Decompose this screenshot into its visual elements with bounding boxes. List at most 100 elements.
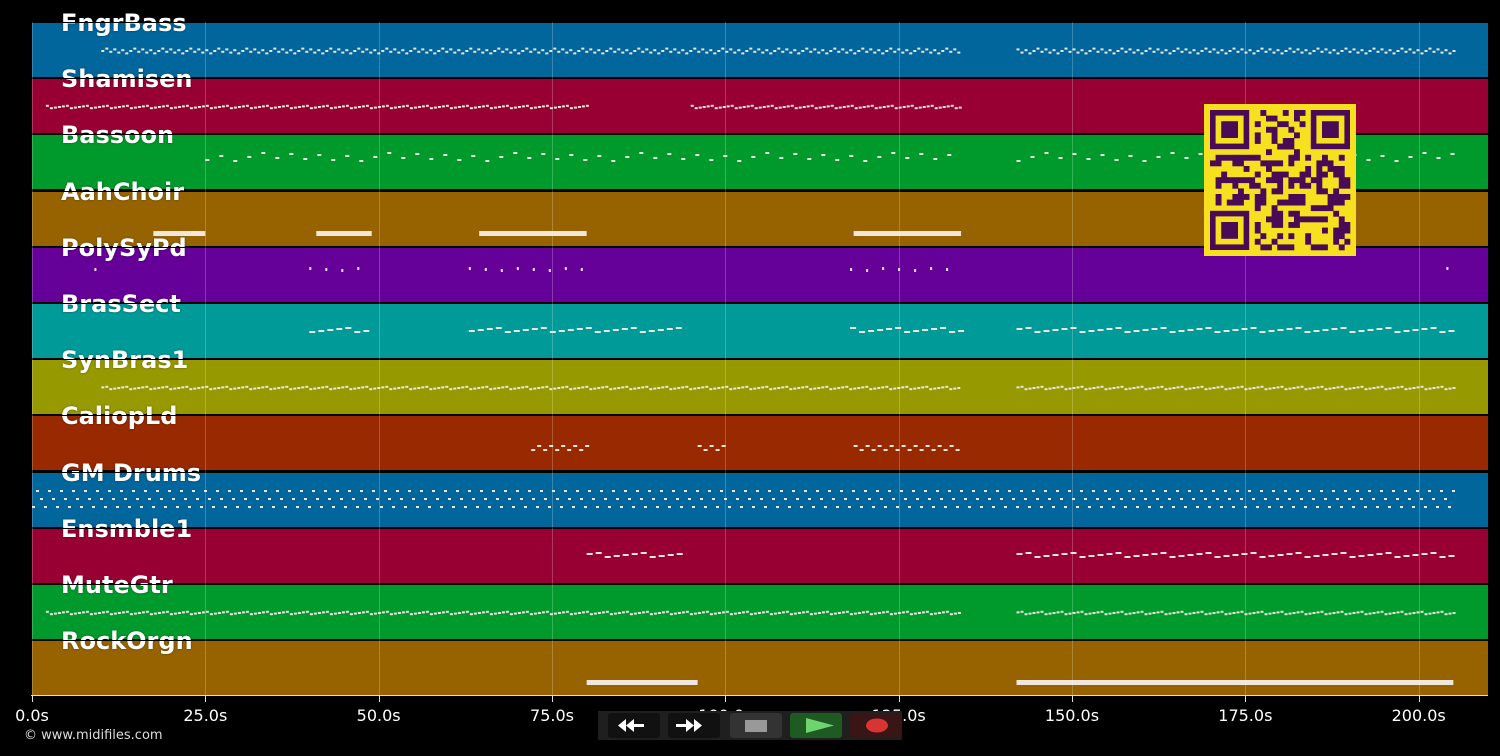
lane-separator bbox=[32, 640, 1488, 642]
lane-separator bbox=[32, 696, 1488, 698]
note-segment bbox=[697, 445, 726, 452]
note-segment bbox=[479, 230, 587, 236]
note-segment bbox=[94, 267, 97, 271]
note-segment bbox=[205, 152, 952, 163]
track-lane bbox=[32, 416, 1488, 471]
time-gridline bbox=[1418, 22, 1420, 696]
time-tick-label: 75.0s bbox=[530, 706, 574, 725]
lane-separator bbox=[32, 527, 1488, 529]
lane-separator bbox=[32, 471, 1488, 473]
note-segment bbox=[101, 47, 961, 55]
track-name-label: MuteGtr bbox=[61, 571, 173, 599]
note-segment bbox=[1016, 680, 1454, 686]
note-segment bbox=[468, 266, 583, 272]
lane-separator bbox=[32, 134, 1488, 136]
record-button[interactable] bbox=[850, 713, 902, 738]
track-notes bbox=[586, 680, 1454, 686]
qr-code-graphic bbox=[1210, 110, 1351, 251]
track-name-label: Shamisen bbox=[61, 65, 193, 94]
lane-separator bbox=[32, 303, 1488, 304]
rewind-button[interactable] bbox=[608, 713, 660, 738]
play-icon bbox=[806, 718, 834, 733]
note-segment bbox=[850, 266, 949, 272]
time-tick-label: 0.0s bbox=[15, 706, 49, 725]
lane-separator bbox=[32, 190, 1488, 192]
track-lane bbox=[32, 247, 1488, 302]
track-notes bbox=[101, 385, 1456, 391]
track-notes bbox=[32, 489, 1455, 508]
track-notes bbox=[45, 104, 962, 110]
play-button[interactable] bbox=[790, 713, 842, 738]
time-tick bbox=[1245, 696, 1247, 702]
track-name-label: SynBras1 bbox=[61, 346, 189, 375]
note-segment bbox=[850, 327, 965, 333]
note-segment bbox=[853, 230, 962, 236]
lane-separator bbox=[32, 584, 1488, 585]
track-lane bbox=[32, 304, 1488, 358]
track-name-label: RockOrgn bbox=[61, 627, 193, 656]
track-lane bbox=[32, 528, 1488, 583]
time-tick bbox=[378, 696, 380, 702]
note-segment bbox=[1016, 385, 1456, 391]
fast-forward-button[interactable] bbox=[668, 713, 720, 738]
time-axis-line bbox=[31, 695, 1488, 696]
track-notes bbox=[153, 230, 962, 236]
lane-separator bbox=[32, 78, 1488, 80]
note-segment bbox=[45, 104, 589, 110]
note-segment bbox=[153, 230, 206, 236]
lane-separator bbox=[32, 415, 1488, 417]
note-segment bbox=[316, 230, 372, 236]
note-segment bbox=[1016, 551, 1455, 558]
time-tick-label: 25.0s bbox=[183, 706, 228, 725]
lane-separator bbox=[32, 22, 1488, 23]
note-segment bbox=[586, 680, 698, 686]
transport-controls bbox=[598, 711, 902, 740]
track-lane bbox=[32, 641, 1488, 696]
stop-icon bbox=[745, 720, 767, 732]
time-gridline bbox=[552, 22, 553, 696]
time-gridline bbox=[205, 22, 207, 696]
note-segment bbox=[1016, 47, 1456, 55]
copyright-text: © www.midifiles.com bbox=[24, 728, 163, 743]
record-icon bbox=[866, 718, 888, 733]
time-gridline bbox=[898, 22, 900, 696]
time-gridline bbox=[32, 22, 33, 696]
time-tick-label: 50.0s bbox=[356, 706, 401, 725]
note-segment bbox=[586, 551, 683, 558]
track-name-label: AahChoir bbox=[61, 177, 185, 206]
time-gridline bbox=[1245, 22, 1247, 696]
track-name-label: Ensmble1 bbox=[61, 514, 193, 543]
stop-button[interactable] bbox=[730, 713, 782, 738]
time-tick bbox=[898, 696, 900, 702]
track-notes bbox=[101, 47, 1456, 55]
time-gridline bbox=[725, 22, 727, 696]
note-segment bbox=[853, 445, 960, 452]
lane-separator bbox=[32, 359, 1488, 361]
time-tick-label: 200.0s bbox=[1391, 706, 1446, 725]
time-tick bbox=[552, 696, 553, 702]
note-segment bbox=[468, 327, 682, 333]
time-tick-label: 150.0s bbox=[1044, 706, 1100, 725]
rewind-icon bbox=[618, 719, 644, 732]
note-segment bbox=[101, 385, 961, 391]
track-notes bbox=[309, 327, 1455, 333]
note-segment bbox=[32, 489, 1455, 508]
note-segment bbox=[309, 327, 370, 333]
time-tick bbox=[1072, 696, 1073, 702]
track-notes bbox=[45, 610, 1456, 616]
track-notes bbox=[94, 266, 1449, 272]
time-tick bbox=[32, 696, 33, 702]
track-notes bbox=[531, 445, 960, 452]
note-segment bbox=[45, 610, 961, 616]
time-tick bbox=[1418, 696, 1420, 702]
track-name-label: GM Drums bbox=[61, 458, 202, 487]
note-segment bbox=[690, 104, 962, 110]
time-gridline bbox=[378, 22, 380, 696]
track-notes bbox=[586, 551, 1455, 558]
qr-code bbox=[1204, 104, 1356, 256]
note-segment bbox=[531, 445, 590, 452]
track-name-label: Bassoon bbox=[61, 121, 175, 150]
time-gridline bbox=[1072, 22, 1073, 696]
track-name-label: BrasSect bbox=[61, 290, 181, 318]
fast-forward-icon bbox=[676, 719, 702, 732]
